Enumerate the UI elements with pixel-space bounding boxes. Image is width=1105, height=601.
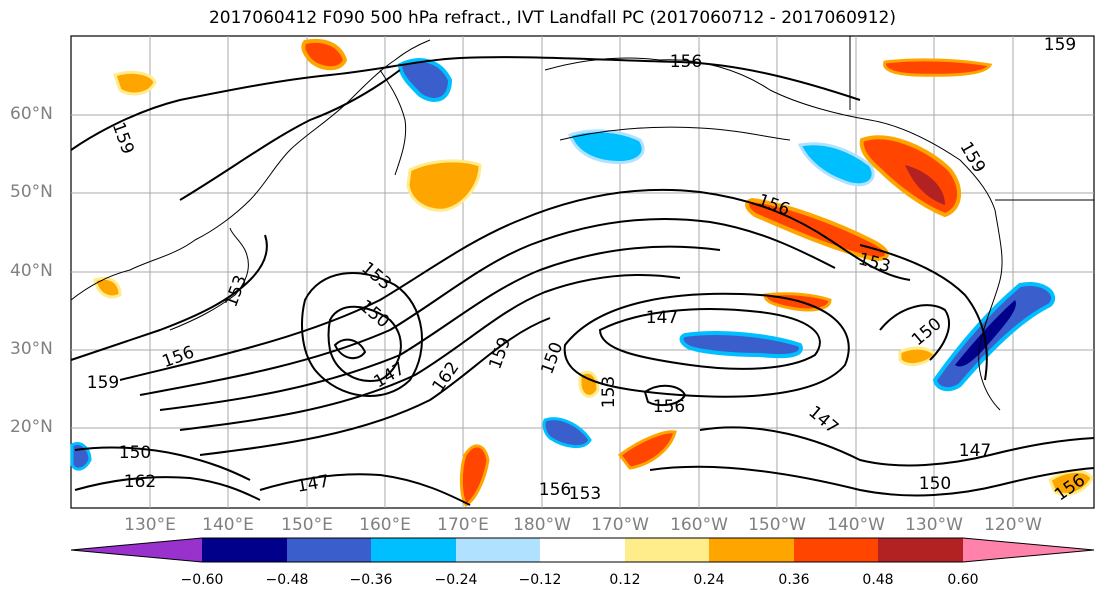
contour-jet-4 [179,273,681,431]
contour-jet-1 [119,188,911,381]
lat-label: 50°N [10,182,53,202]
colorbar-outline [70,537,1095,563]
lat-label: 20°N [10,417,53,437]
contour-label: 147 [646,308,678,328]
coastlines [70,36,1094,411]
colorbar-segment [878,538,963,562]
colorbar-extend-low [71,538,202,562]
contour-sw-162 [74,476,261,501]
contour-sw-150 [74,446,251,481]
colorbar-segment [456,538,540,562]
contour-label: 159 [87,373,119,393]
lon-label: 180°W [513,515,571,535]
lon-label: 140°E [202,515,254,535]
contour-south-147 [699,426,1095,467]
contour-label: 156 [653,397,685,417]
lon-label: 150°W [748,515,806,535]
patch-dateline-cold [542,417,592,448]
lon-label: 130°E [124,515,176,535]
lon-label: 140°W [827,515,885,535]
colorbar-tick-label: 0.36 [778,572,810,588]
contour-jet-2 [139,218,836,396]
contour-low-east-150 [563,292,850,398]
patch-hawaii-warm [617,430,677,470]
patch-dateline-warm [578,370,600,398]
contour-label: 159 [1044,35,1076,55]
patch-se-warm [1048,470,1094,496]
colorbar-tick-label: −0.48 [265,572,309,588]
lat-label: 60°N [10,104,53,124]
colorbar-tick-label: 0.12 [609,572,641,588]
lon-label: 130°W [905,515,963,535]
contour-high-156 [643,384,687,407]
colorbar [70,537,1095,563]
contour-low-inner [333,338,367,360]
lon-label: 170°E [437,515,489,535]
contours [70,56,1095,506]
colorbar-segment [709,538,794,562]
colorbar-tick-label: 0.24 [693,572,725,588]
patch-bering-cold [568,129,645,165]
coast-aleutians [559,126,791,141]
lon-label: 160°W [670,515,728,535]
lat-label: 30°N [10,339,53,359]
coast-na-west [978,209,1003,411]
patch-west-coast-dark [955,300,1016,367]
coast-japan [169,227,249,331]
colorbar-segment [287,538,371,562]
colorbar-segment [371,538,456,562]
contour-label: 153 [599,376,619,408]
patch-nw-warm [113,70,157,96]
patch-sw-cold [70,442,92,471]
patch-kamchatka-warm [301,39,348,71]
patch-aleutian-cold [797,142,875,187]
contour-east-153 [859,244,988,381]
contour-159-north [70,56,861,151]
colorbar-extend-high [963,538,1094,562]
coast-asia [70,39,431,301]
colorbar-segment [540,538,625,562]
contour-153-west [70,234,268,361]
contour-low-150 [327,305,402,382]
colorbar-tick-label: −0.24 [434,572,478,588]
colorbar-tick-label: 0.60 [947,572,979,588]
filled-anomalies [70,39,1094,508]
colorbar-segment [625,538,709,562]
lon-label: 170°W [591,515,649,535]
patch-mid-pacific-cold [679,331,803,359]
lat-label: 40°N [10,261,53,281]
patch-kuril-warm [406,159,482,212]
contour-label: 162 [124,472,156,492]
lon-label: 150°E [281,515,333,535]
colorbar-tick-label: −0.36 [349,572,393,588]
colorbar-tick-label: −0.12 [518,572,562,588]
colorbar-tick-label: −0.60 [180,572,224,588]
map-title: 2017060412 F090 500 hPa refract., IVT La… [208,8,896,28]
coast-alaska [544,57,996,211]
contour-low-east-147 [598,308,821,370]
contour-south-150 [649,465,1095,497]
contour-156-north [179,69,401,201]
colorbar-tick-label: 0.48 [862,572,894,588]
contour-east-150 [879,304,950,361]
patch-west-warm [459,444,490,508]
colorbar-segment [794,538,878,562]
contour-low-153 [301,272,423,397]
contour-label: 153 [569,484,601,504]
lon-label: 160°E [359,515,411,535]
lon-label: 120°W [984,515,1042,535]
contour-label: 156 [539,480,571,500]
colorbar-segment [202,538,287,562]
contour-label: 150 [919,474,951,494]
contour-sw-147 [259,473,471,506]
contour-label: 156 [670,52,702,72]
contour-jet-5 [199,317,551,456]
contour-label: 147 [959,441,991,461]
contour-jet-3 [159,245,721,411]
patch-yukon-warm [883,58,993,77]
coast-kamchatka [379,69,407,176]
contour-label: 150 [119,443,151,463]
patch-gulf-alaska-dark [905,165,945,205]
